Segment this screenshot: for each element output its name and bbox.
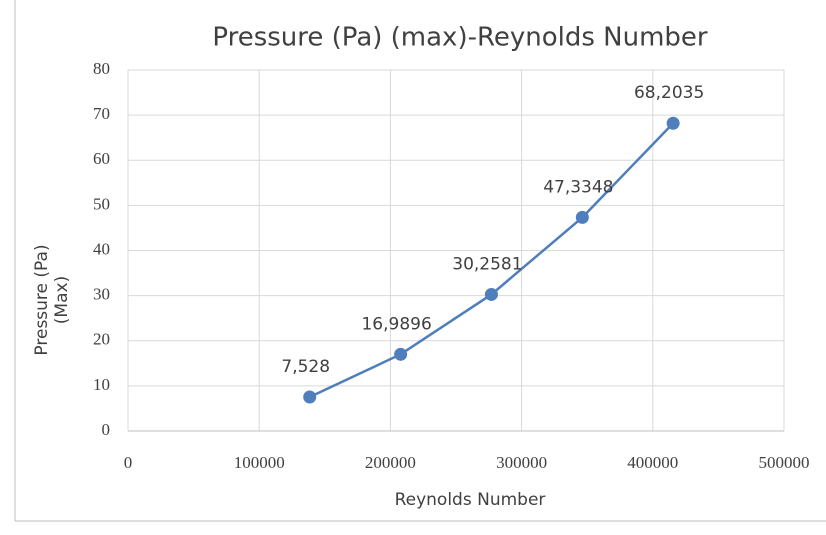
y-axis-title: Pressure (Pa) (Max) [32, 244, 72, 355]
x-tick-label: 100000 [234, 453, 285, 472]
data-point [484, 287, 498, 301]
x-axis-title: Reynolds Number [395, 490, 546, 510]
data-point [666, 116, 680, 130]
y-tick-label: 0 [102, 420, 111, 439]
chart-title: Pressure (Pa) (max)-Reynolds Number [212, 23, 708, 53]
data-point [394, 347, 408, 361]
y-tick-label: 10 [93, 375, 110, 394]
x-tick-label: 500000 [759, 453, 810, 472]
y-tick-label: 50 [93, 194, 110, 213]
data-label: 7,528 [281, 357, 330, 377]
y-axis-title-line: Pressure (Pa) [32, 244, 52, 355]
data-label: 16,9896 [361, 314, 431, 334]
y-tick-label: 80 [93, 59, 110, 78]
y-tick-label: 30 [93, 285, 110, 304]
x-tick-label: 200000 [365, 453, 416, 472]
data-label: 30,2581 [452, 254, 522, 274]
x-tick-label: 400000 [627, 453, 678, 472]
data-label: 68,2035 [634, 83, 704, 103]
x-tick-label: 0 [124, 453, 133, 472]
data-label: 47,3348 [543, 177, 613, 197]
y-tick-label: 20 [93, 330, 110, 349]
data-point [575, 210, 589, 224]
y-tick-label: 70 [93, 104, 110, 123]
y-tick-label: 60 [93, 149, 110, 168]
x-tick-label: 300000 [496, 453, 547, 472]
y-tick-label: 40 [93, 239, 110, 258]
data-point [303, 390, 317, 404]
y-axis-title-line: (Max) [52, 276, 72, 324]
